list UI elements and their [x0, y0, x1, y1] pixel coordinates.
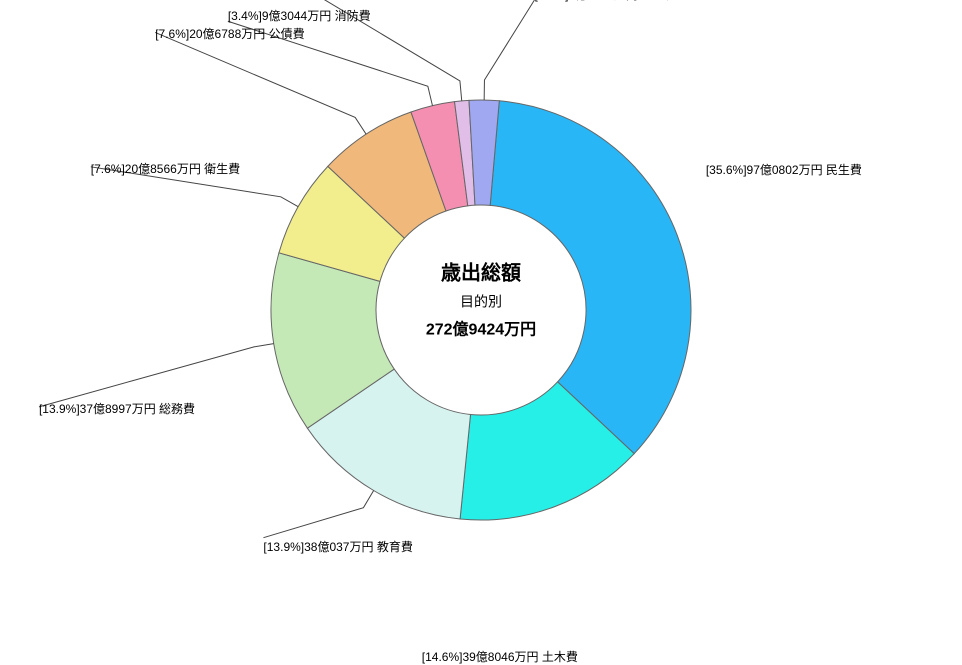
pie-svg [0, 0, 962, 595]
leader-line [310, 0, 462, 101]
pie-slice [490, 101, 691, 454]
leader-line [39, 344, 274, 407]
leader-line [228, 21, 433, 105]
slice-label: [14.6%]39億8046万円 土木費 [422, 648, 578, 665]
donut-chart: 歳出総額 目的別 272億9424万円 [35.6%]97億0802万円 民生費… [0, 0, 962, 595]
leader-line [263, 490, 373, 537]
leader-line [155, 32, 366, 134]
leader-line [91, 167, 298, 207]
leader-line [484, 0, 534, 100]
